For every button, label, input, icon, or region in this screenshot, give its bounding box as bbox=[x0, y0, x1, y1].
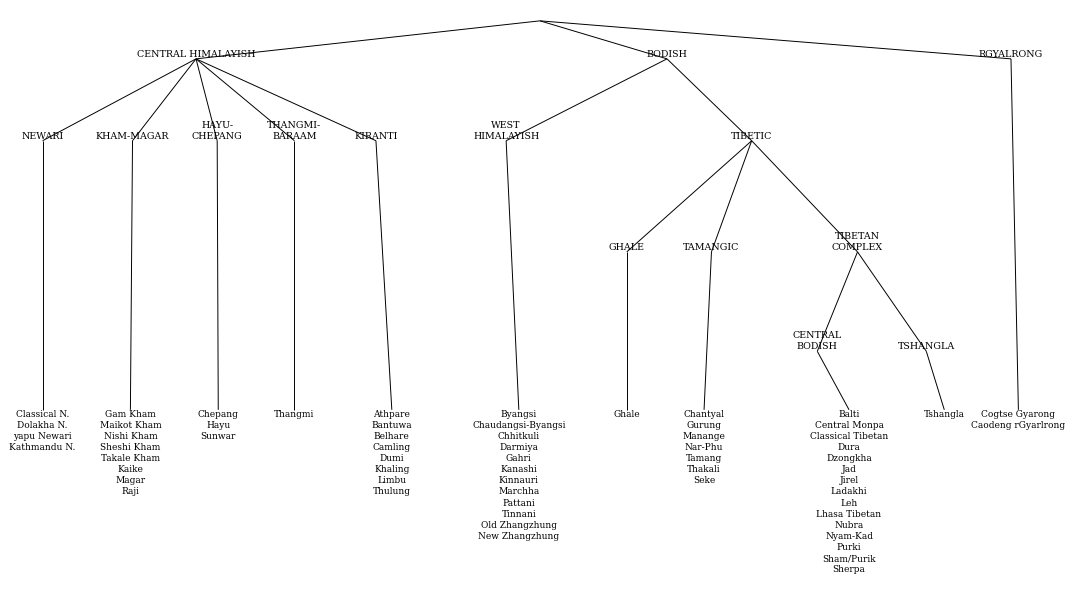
Text: GHALE: GHALE bbox=[609, 243, 645, 252]
Text: Tshangla: Tshangla bbox=[923, 410, 964, 419]
Text: RGYALRONG: RGYALRONG bbox=[978, 50, 1043, 59]
Text: CENTRAL
BODISH: CENTRAL BODISH bbox=[793, 331, 842, 352]
Text: Thangmi: Thangmi bbox=[274, 410, 314, 419]
Text: BODISH: BODISH bbox=[647, 50, 688, 59]
Text: KHAM-MAGAR: KHAM-MAGAR bbox=[96, 131, 170, 140]
Text: Gam Kham
Maikot Kham
Nishi Kham
Sheshi Kham
Takale Kham
Kaike
Magar
Raji: Gam Kham Maikot Kham Nishi Kham Sheshi K… bbox=[99, 410, 161, 496]
Text: WEST
HIMALAYISH: WEST HIMALAYISH bbox=[473, 121, 539, 140]
Text: Chepang
Hayu
Sunwar: Chepang Hayu Sunwar bbox=[198, 410, 239, 441]
Text: TSHANGLA: TSHANGLA bbox=[897, 343, 955, 352]
Text: THANGMI-
BARAAM: THANGMI- BARAAM bbox=[268, 121, 322, 140]
Text: KIRANTI: KIRANTI bbox=[354, 131, 397, 140]
Text: Chantyal
Gurung
Manange
Nar-Phu
Tamang
Thakali
Seke: Chantyal Gurung Manange Nar-Phu Tamang T… bbox=[683, 410, 726, 485]
Text: NEWARI: NEWARI bbox=[22, 131, 64, 140]
Text: Byangsi
Chaudangsi-Byangsi
Chhitkuli
Darmiya
Gahri
Kanashi
Kinnauri
Marchha
Patt: Byangsi Chaudangsi-Byangsi Chhitkuli Dar… bbox=[472, 410, 566, 541]
Text: TIBETAN
COMPLEX: TIBETAN COMPLEX bbox=[832, 232, 883, 252]
Text: Balti
Central Monpa
Classical Tibetan
Dura
Dzongkha
Jad
Jirel
Ladakhi
Leh
Lhasa : Balti Central Monpa Classical Tibetan Du… bbox=[810, 410, 888, 574]
Text: TIBETIC: TIBETIC bbox=[731, 131, 772, 140]
Text: TAMANGIC: TAMANGIC bbox=[684, 243, 740, 252]
Text: Athpare
Bantuwa
Belhare
Camling
Dumi
Khaling
Limbu
Thulung: Athpare Bantuwa Belhare Camling Dumi Kha… bbox=[372, 410, 413, 496]
Text: CENTRAL HIMALAYISH: CENTRAL HIMALAYISH bbox=[137, 50, 255, 59]
Text: HAYU-
CHEPANG: HAYU- CHEPANG bbox=[192, 121, 243, 140]
Text: Ghale: Ghale bbox=[613, 410, 640, 419]
Text: Cogtse Gyarong
Caodeng rGyarlrong: Cogtse Gyarong Caodeng rGyarlrong bbox=[971, 410, 1066, 430]
Text: Classical N.
Dolakha N.
yapu Newari
Kathmandu N.: Classical N. Dolakha N. yapu Newari Kath… bbox=[10, 410, 76, 452]
